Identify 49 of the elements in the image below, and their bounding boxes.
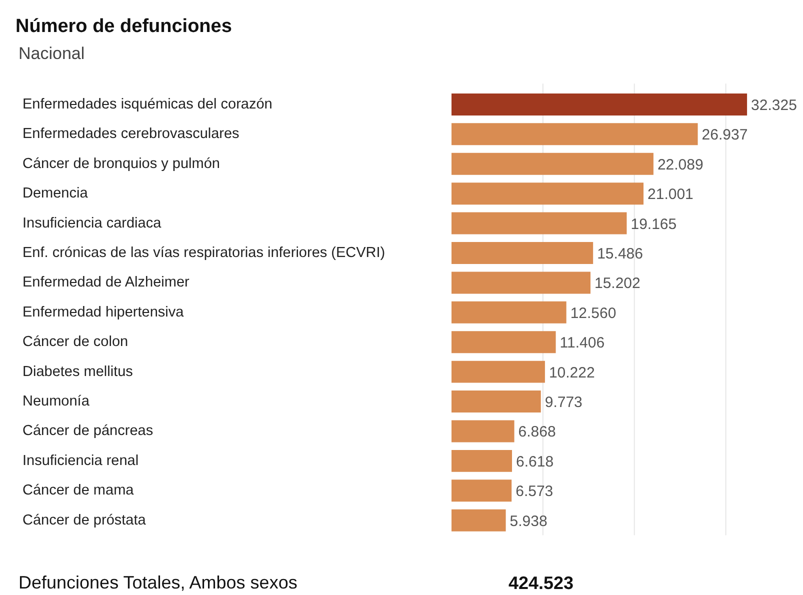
data-label: 32.325 bbox=[751, 96, 797, 114]
text: Defunciones Totales, Ambos sexos bbox=[18, 572, 298, 592]
data-label: 5.938 bbox=[510, 512, 548, 530]
bar bbox=[452, 420, 514, 442]
y-tick-label: Enfermedades isquémicas del corazón bbox=[22, 96, 272, 112]
data-label: 26.937 bbox=[702, 126, 748, 144]
bar bbox=[452, 212, 627, 234]
data-label: 22.089 bbox=[657, 156, 704, 174]
data-label: 9.773 bbox=[544, 394, 582, 412]
text: Nacional bbox=[18, 44, 85, 63]
data-label: 21.001 bbox=[648, 186, 694, 204]
bar bbox=[452, 331, 556, 354]
bar bbox=[452, 272, 590, 294]
y-tick-label: Neumonía bbox=[22, 394, 90, 410]
y-tick-label: Enfermedad hipertensiva bbox=[22, 304, 185, 320]
y-tick-label: Enfermedades cerebrovasculares bbox=[22, 126, 240, 142]
bar bbox=[452, 93, 748, 116]
bar bbox=[452, 390, 541, 413]
data-label: 6.618 bbox=[516, 453, 554, 470]
data-label: 11.406 bbox=[560, 334, 605, 352]
bar bbox=[452, 450, 512, 472]
data-label: 19.165 bbox=[630, 216, 677, 233]
bar bbox=[452, 301, 566, 324]
y-tick-label: Insuficiencia renal bbox=[22, 452, 139, 469]
bar bbox=[452, 509, 506, 532]
y-tick-label: Cáncer de colon bbox=[22, 334, 128, 350]
bar bbox=[452, 242, 594, 264]
data-label: 6.573 bbox=[516, 483, 554, 500]
y-tick-label: Enfermedad de Alzheimer bbox=[22, 274, 190, 291]
y-tick-label: Cáncer de mama bbox=[22, 482, 135, 499]
y-tick-label: Enf. crónicas de las vías respiratorias inferiores (ECVRI) bbox=[22, 244, 386, 261]
data-label: 10.222 bbox=[548, 364, 595, 382]
text: 424.523 bbox=[508, 572, 574, 593]
bar bbox=[452, 152, 654, 175]
bar bbox=[452, 182, 644, 205]
y-tick-label: Diabetes mellitus bbox=[22, 364, 133, 380]
y-tick-label: Cáncer de bronquios y pulmón bbox=[22, 156, 220, 172]
text: Número de defunciones bbox=[16, 16, 232, 37]
bar bbox=[452, 360, 545, 383]
bar bbox=[452, 480, 512, 502]
data-label: 12.560 bbox=[570, 304, 616, 322]
y-tick-label: Cáncer de próstata bbox=[22, 512, 147, 528]
y-tick-label: Insuficiencia cardiaca bbox=[22, 215, 162, 232]
data-label: 15.486 bbox=[597, 245, 643, 262]
bar bbox=[452, 123, 698, 146]
y-tick-label: Cáncer de páncreas bbox=[22, 423, 154, 440]
y-tick-label: Demencia bbox=[22, 186, 89, 202]
data-label: 15.202 bbox=[594, 275, 640, 292]
data-label: 6.868 bbox=[518, 424, 556, 441]
